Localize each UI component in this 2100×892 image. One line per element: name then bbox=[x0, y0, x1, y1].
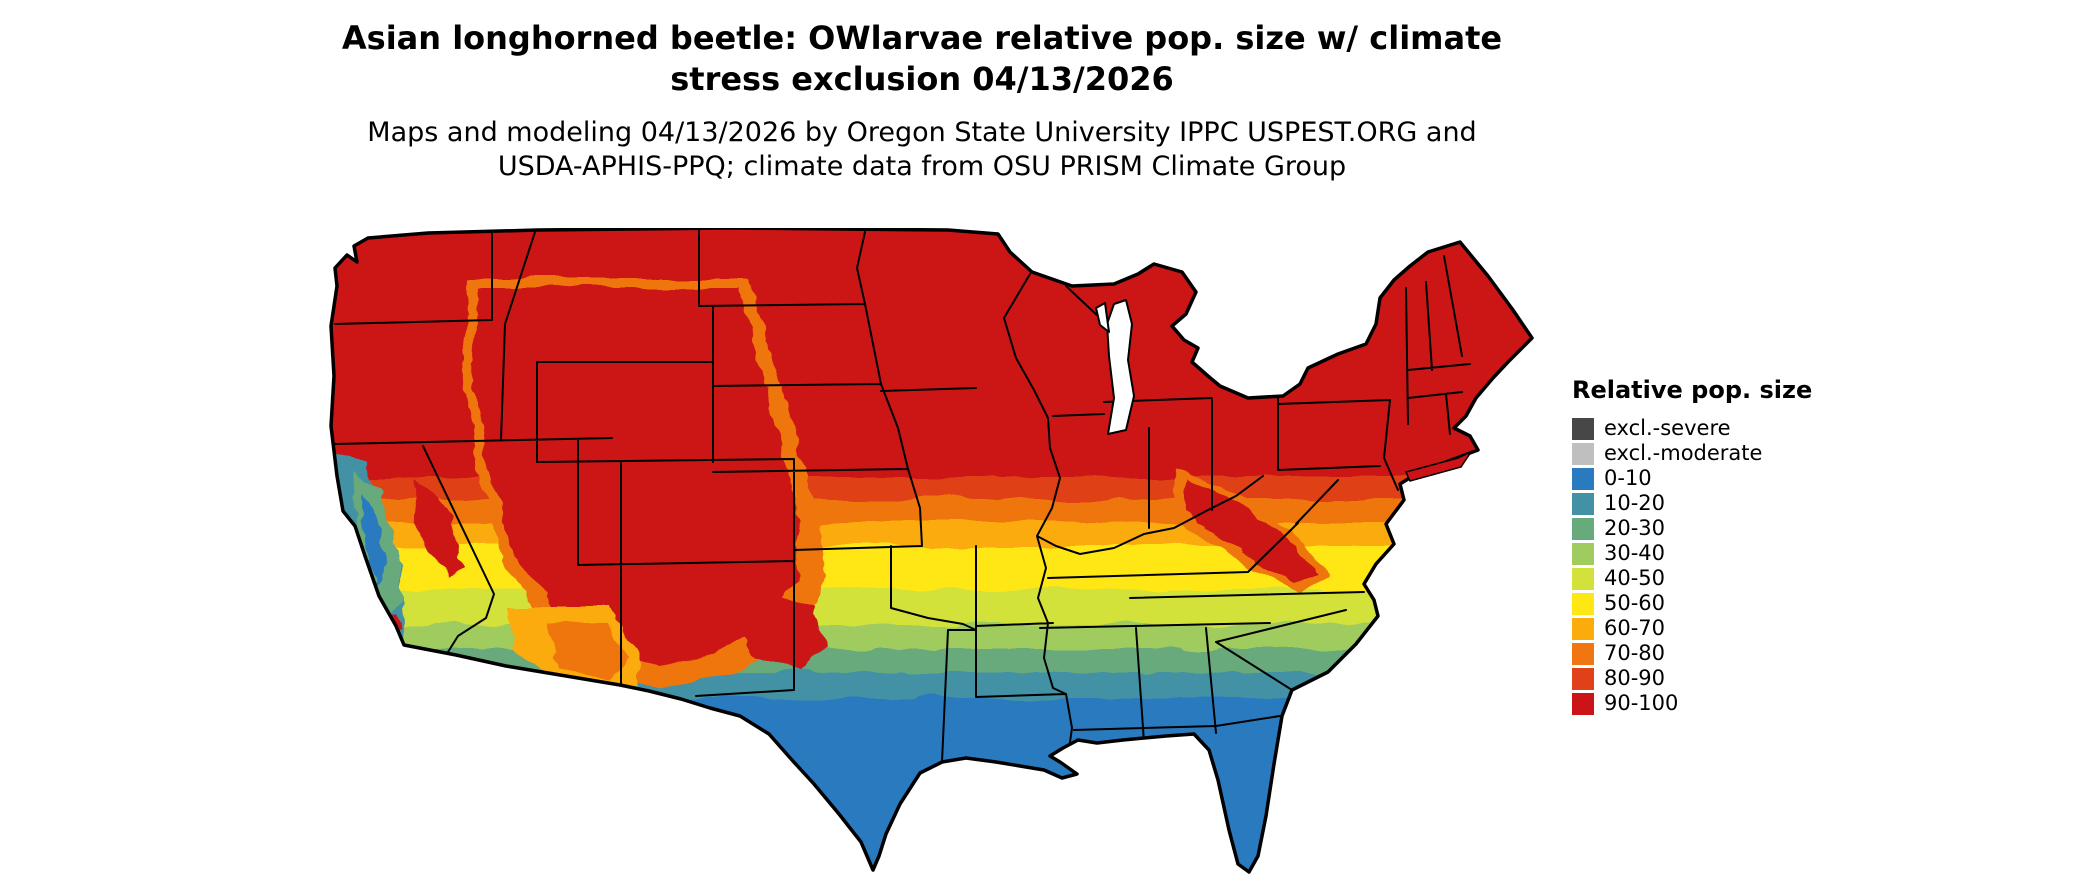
legend-swatch bbox=[1572, 467, 1594, 490]
legend-label: 30-40 bbox=[1604, 541, 1666, 565]
patch-arizona-orange bbox=[548, 623, 628, 678]
legend-swatch bbox=[1572, 492, 1594, 515]
legend-label: 80-90 bbox=[1604, 666, 1666, 690]
map-subtitle-line1: Maps and modeling 04/13/2026 by Oregon S… bbox=[367, 116, 1477, 148]
us-map bbox=[308, 228, 1536, 884]
legend-swatch bbox=[1572, 667, 1594, 690]
map-legend: Relative pop. size excl.-severe excl.-mod… bbox=[1572, 376, 1812, 716]
great-lakes bbox=[1095, 299, 1135, 435]
legend-label: excl.-moderate bbox=[1604, 441, 1763, 465]
us-outline bbox=[329, 228, 1534, 874]
us-map-svg bbox=[329, 228, 1534, 874]
lake-michigan bbox=[1106, 299, 1135, 435]
legend-row: 20-30 bbox=[1572, 516, 1812, 541]
patch-westtexas-red bbox=[738, 588, 828, 673]
legend-title: Relative pop. size bbox=[1572, 376, 1813, 404]
patch-sierra-red bbox=[413, 478, 463, 578]
legend-swatch bbox=[1572, 542, 1594, 565]
legend-label: 90-100 bbox=[1604, 691, 1679, 715]
green-bay bbox=[1095, 302, 1110, 333]
map-title-line2: stress exclusion 04/13/2026 bbox=[670, 59, 1174, 98]
legend-label: 40-50 bbox=[1604, 566, 1666, 590]
legend-row: 70-80 bbox=[1572, 641, 1812, 666]
figure-header: Asian longhorned beetle: OWlarvae relati… bbox=[308, 18, 1536, 183]
legend-row: excl.-severe bbox=[1572, 416, 1812, 441]
map-title-line1: Asian longhorned beetle: OWlarvae relati… bbox=[341, 19, 1503, 57]
legend-swatch bbox=[1572, 692, 1594, 715]
legend-label: 20-30 bbox=[1604, 516, 1666, 540]
legend-label: 10-20 bbox=[1604, 491, 1666, 515]
legend-row: 60-70 bbox=[1572, 616, 1812, 641]
legend-row: 0-10 bbox=[1572, 466, 1812, 491]
legend-label: 60-70 bbox=[1604, 616, 1666, 640]
legend-row: 40-50 bbox=[1572, 566, 1812, 591]
patch-rockies-red bbox=[472, 288, 800, 666]
legend-row: 10-20 bbox=[1572, 491, 1812, 516]
legend-label: 50-60 bbox=[1604, 591, 1666, 615]
state-borders bbox=[332, 229, 1471, 763]
map-title: Asian longhorned beetle: OWlarvae relati… bbox=[308, 18, 1536, 100]
legend-row: 80-90 bbox=[1572, 666, 1812, 691]
map-fill-group bbox=[331, 228, 1532, 872]
legend-swatch bbox=[1572, 617, 1594, 640]
legend-row: 50-60 bbox=[1572, 591, 1812, 616]
long-island bbox=[1404, 450, 1474, 482]
legend-swatch bbox=[1572, 417, 1594, 440]
legend-label: 70-80 bbox=[1604, 641, 1666, 665]
legend-row: 90-100 bbox=[1572, 691, 1812, 716]
legend-label: 0-10 bbox=[1604, 466, 1652, 490]
legend-swatch bbox=[1572, 567, 1594, 590]
map-subtitle: Maps and modeling 04/13/2026 by Oregon S… bbox=[308, 116, 1536, 184]
legend-swatch bbox=[1572, 642, 1594, 665]
legend-swatch bbox=[1572, 592, 1594, 615]
legend-entries: excl.-severe excl.-moderate 0-10 10-20 20-30… bbox=[1572, 416, 1812, 716]
legend-label: excl.-severe bbox=[1604, 416, 1731, 440]
legend-row: excl.-moderate bbox=[1572, 441, 1812, 466]
map-subtitle-line2: USDA-APHIS-PPQ; climate data from OSU PR… bbox=[497, 150, 1347, 182]
legend-swatch bbox=[1572, 442, 1594, 465]
patch-california-blue bbox=[360, 493, 386, 588]
legend-swatch bbox=[1572, 517, 1594, 540]
legend-row: 30-40 bbox=[1572, 541, 1812, 566]
